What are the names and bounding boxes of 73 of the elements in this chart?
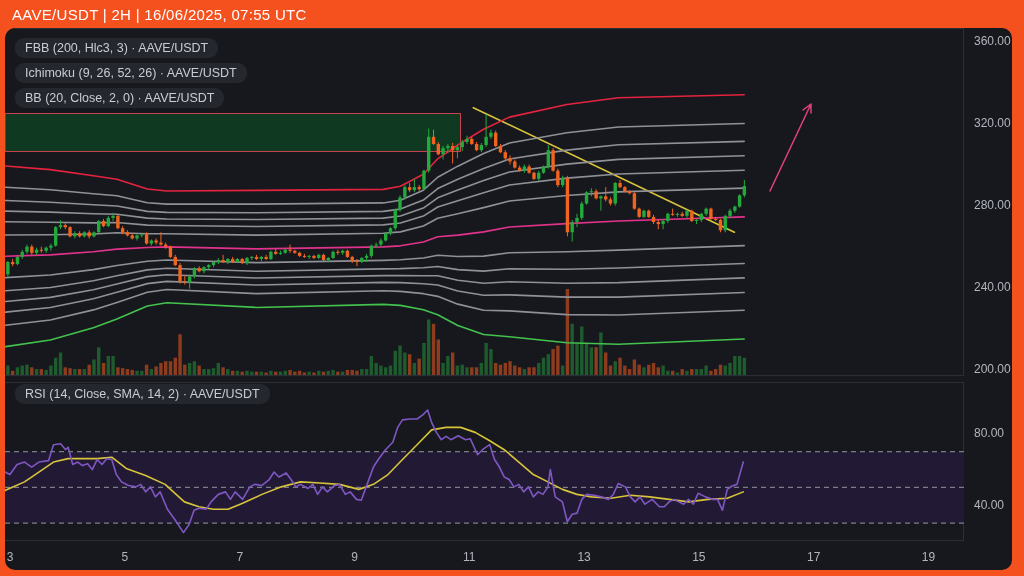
x-tick-label: 11 <box>463 549 476 564</box>
bar <box>465 367 469 376</box>
candlestick <box>556 168 560 188</box>
bar <box>642 367 646 376</box>
bar <box>202 369 206 376</box>
bar <box>116 367 120 376</box>
candlestick <box>159 231 163 247</box>
candlestick <box>178 262 182 285</box>
y-tick-label: 280.00 <box>974 197 1012 212</box>
bar <box>226 369 230 376</box>
bar <box>221 367 225 376</box>
candlestick <box>111 212 115 222</box>
candlestick <box>374 242 378 249</box>
candlestick <box>465 135 469 145</box>
candlestick <box>288 244 292 254</box>
x-tick-label: 19 <box>921 549 936 564</box>
bar <box>68 368 72 376</box>
candlestick <box>183 274 187 286</box>
y-tick-label: 200.00 <box>974 362 1012 377</box>
bar <box>25 364 29 376</box>
x-tick-label: 15 <box>692 549 706 564</box>
y-tick-label: 240.00 <box>974 280 1012 295</box>
x-tick-label: 5 <box>121 549 129 564</box>
annotation: BB (20, Close, 2, 0) · AAVE/USDT <box>15 88 225 108</box>
candlestick <box>613 181 617 207</box>
candlestick <box>489 129 493 140</box>
candlestick <box>484 113 488 148</box>
y-tick-label: 80.00 <box>974 426 1005 441</box>
candlestick <box>422 169 426 191</box>
y-tick-label: 40.00 <box>974 497 1005 512</box>
y-tick-label: 360.00 <box>974 33 1012 48</box>
candlestick <box>53 225 58 248</box>
candlestick <box>661 218 665 230</box>
candlestick <box>312 254 316 260</box>
x-tick-label: 13 <box>577 549 592 564</box>
bar <box>87 364 91 376</box>
x-tick-label: 7 <box>236 549 244 564</box>
bar <box>6 365 10 376</box>
bar <box>704 365 708 376</box>
annotation: FBB (200, Hlc3, 3) · AAVE/USDT <box>15 38 219 58</box>
bar <box>197 365 201 376</box>
candlestick <box>441 145 445 160</box>
candlestick <box>551 147 555 173</box>
candlestick <box>44 246 48 254</box>
candlestick <box>264 254 268 261</box>
candlestick <box>618 179 622 189</box>
candlestick <box>575 213 579 228</box>
bar <box>599 332 603 376</box>
annotation: Ichimoku (9, 26, 52, 26) · AAVE/USDT <box>15 63 247 83</box>
bar <box>417 358 421 376</box>
bar <box>111 355 115 376</box>
chart-title: AAVE/USDT | 2H | 16/06/2025, 07:55 UTC <box>12 5 307 24</box>
candlestick <box>355 258 359 267</box>
annotation: RSI (14, Close, SMA, 14, 2) · AAVE/USDT <box>15 384 270 404</box>
candlestick <box>599 194 603 212</box>
candlestick <box>508 154 512 166</box>
candlestick <box>221 254 225 264</box>
candlestick <box>336 249 340 256</box>
bar <box>30 367 34 376</box>
candlestick <box>154 237 158 246</box>
candlestick <box>546 144 551 170</box>
bar <box>331 369 335 376</box>
candlestick <box>570 219 574 243</box>
x-tick-label: 3 <box>6 549 14 564</box>
x-tick-label: 9 <box>351 549 359 564</box>
y-tick-label: 320.00 <box>974 115 1012 130</box>
candlestick <box>379 237 383 248</box>
bar <box>73 369 77 376</box>
candlestick <box>446 143 450 154</box>
x-tick-label: 17 <box>806 549 821 564</box>
bar <box>594 347 598 376</box>
candlestick <box>49 243 53 252</box>
candlestick <box>135 233 139 241</box>
